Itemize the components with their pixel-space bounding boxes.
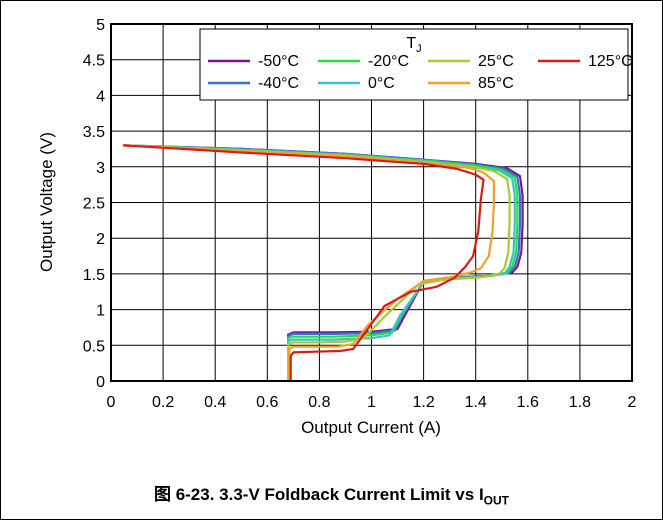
legend-label: 0°C (368, 75, 395, 92)
x-tick-label: 1.8 (569, 394, 591, 411)
y-tick-label: 4 (96, 88, 105, 105)
legend-label: -50°C (258, 53, 299, 70)
series-line (122, 144, 485, 381)
legend-label: 85°C (478, 75, 514, 92)
y-tick-label: 3 (96, 160, 105, 177)
y-tick-labels: 0 0.5 1 1.5 2 2.5 3 3.5 4 4.5 5 (83, 17, 105, 391)
y-tick-label: 1 (96, 303, 105, 320)
legend-label: 125°C (588, 53, 633, 70)
y-tick-label: 0.5 (83, 338, 105, 355)
caption-text: 图 6-23. 3.3-V Foldback Current Limit vs … (153, 485, 484, 504)
figure-caption: 图 6-23. 3.3-V Foldback Current Limit vs … (0, 480, 663, 507)
y-axis-label: Output Voltage (V) (37, 132, 56, 272)
caption-subscript: OUT (483, 493, 510, 508)
legend-label: -40°C (258, 75, 299, 92)
x-axis-label: Output Current (A) (301, 418, 441, 437)
x-tick-label: 0.8 (308, 394, 330, 411)
y-tick-label: 1.5 (83, 267, 105, 284)
plot-border (110, 23, 633, 382)
y-tick-label: 3.5 (83, 124, 105, 141)
legend: TJ -50°C -40°C -20°C 0°C 25°C 85°C 125°C (199, 28, 633, 101)
x-tick-label: 0 (107, 394, 116, 411)
x-tick-label: 1.4 (465, 394, 487, 411)
x-tick-label: 2 (628, 394, 637, 411)
foldback-current-chart: 0 0.2 0.4 0.6 0.8 1 1.2 1.4 1.6 1.8 2 0 0.5 1 1.5 2 2.5… (37, 17, 637, 437)
y-tick-label: 2 (96, 231, 105, 248)
series-lines (122, 144, 524, 381)
x-tick-label: 1.6 (517, 394, 539, 411)
x-tick-label: 0.2 (152, 394, 174, 411)
y-tick-label: 5 (96, 17, 105, 34)
y-tick-label: 4.5 (83, 53, 105, 70)
legend-label: 25°C (478, 53, 514, 70)
y-tick-label: 2.5 (83, 196, 105, 213)
x-tick-label: 1.2 (412, 394, 434, 411)
legend-box (199, 28, 629, 101)
x-tick-labels: 0 0.2 0.4 0.6 0.8 1 1.2 1.4 1.6 1.8 2 (107, 394, 637, 411)
legend-title: TJ (406, 35, 421, 55)
series-line (122, 144, 495, 381)
legend-label: -20°C (368, 53, 409, 70)
x-tick-label: 0.6 (256, 394, 278, 411)
x-tick-label: 0.4 (204, 394, 226, 411)
y-tick-label: 0 (96, 374, 105, 391)
x-tick-label: 1 (367, 394, 376, 411)
